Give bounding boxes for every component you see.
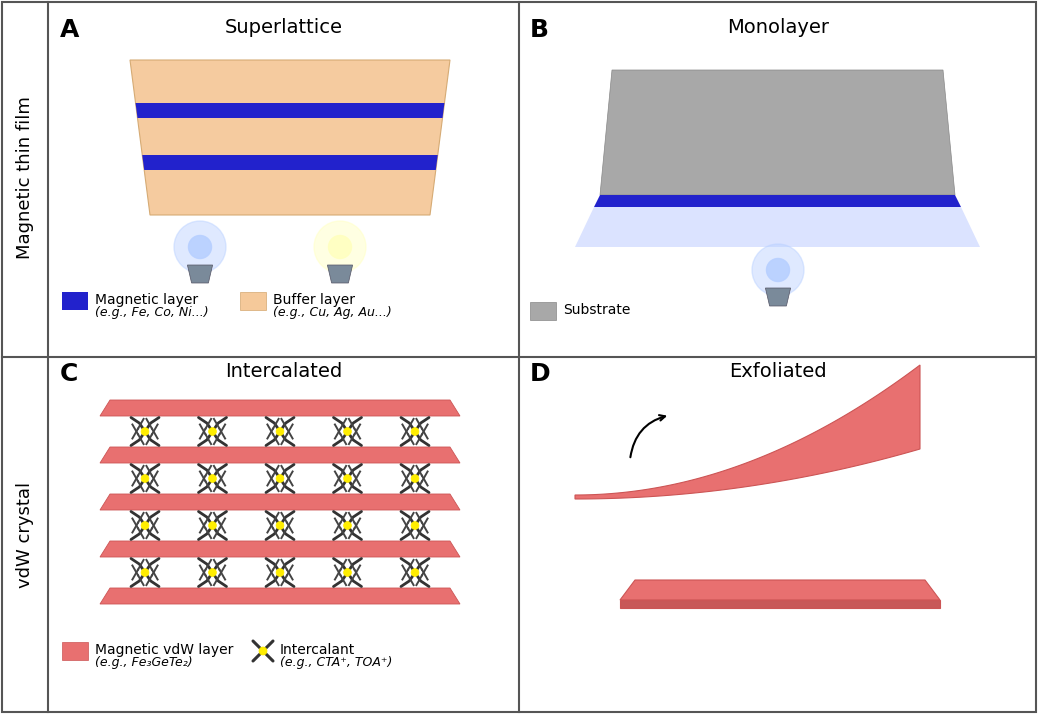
Circle shape [276,522,284,529]
Text: Magnetic thin film: Magnetic thin film [16,96,34,259]
Circle shape [411,475,419,483]
Circle shape [344,475,352,483]
Polygon shape [136,103,444,118]
Polygon shape [100,494,460,510]
Circle shape [260,647,267,655]
Text: (e.g., Cu, Ag, Au...): (e.g., Cu, Ag, Au...) [273,306,391,319]
Bar [62,292,88,310]
Polygon shape [142,155,438,170]
Circle shape [141,428,148,436]
Circle shape [276,475,284,483]
Polygon shape [620,600,940,608]
Bar [240,292,266,310]
Polygon shape [327,265,353,283]
Polygon shape [600,70,955,195]
Text: B: B [530,18,549,42]
Polygon shape [100,400,460,416]
Text: Intercalant: Intercalant [280,643,355,657]
Circle shape [174,221,226,273]
Circle shape [209,475,216,483]
Polygon shape [100,541,460,557]
Circle shape [209,428,216,436]
Circle shape [209,568,216,576]
Circle shape [344,568,352,576]
Circle shape [411,428,419,436]
Polygon shape [594,195,961,207]
Text: C: C [60,362,79,386]
Polygon shape [765,288,791,306]
Polygon shape [620,580,940,600]
Polygon shape [100,447,460,463]
Bar [62,642,88,660]
Bar [530,302,556,320]
Circle shape [189,236,212,258]
Text: vdW crystal: vdW crystal [16,482,34,588]
Polygon shape [575,365,920,499]
Text: Substrate: Substrate [563,303,630,317]
Text: Magnetic layer: Magnetic layer [95,293,198,307]
Circle shape [344,428,352,436]
Circle shape [315,221,366,273]
Polygon shape [188,265,213,283]
Text: D: D [530,362,550,386]
Circle shape [411,568,419,576]
Circle shape [752,244,804,296]
Circle shape [411,522,419,529]
Text: Exfoliated: Exfoliated [729,362,827,381]
Circle shape [276,568,284,576]
Circle shape [328,236,352,258]
Circle shape [766,258,790,281]
Circle shape [141,522,148,529]
Text: Buffer layer: Buffer layer [273,293,355,307]
Text: Monolayer: Monolayer [727,18,829,37]
Circle shape [344,522,352,529]
Circle shape [276,428,284,436]
Text: Superlattice: Superlattice [225,18,343,37]
Text: Magnetic vdW layer: Magnetic vdW layer [95,643,234,657]
Text: (e.g., CTA⁺, TOA⁺): (e.g., CTA⁺, TOA⁺) [280,656,392,669]
Polygon shape [130,60,450,215]
Text: (e.g., Fe, Co, Ni...): (e.g., Fe, Co, Ni...) [95,306,209,319]
Circle shape [141,568,148,576]
Text: Intercalated: Intercalated [225,362,343,381]
Polygon shape [679,368,920,491]
Circle shape [141,475,148,483]
Text: (e.g., Fe₃GeTe₂): (e.g., Fe₃GeTe₂) [95,656,193,669]
Circle shape [209,522,216,529]
Text: A: A [60,18,79,42]
Polygon shape [100,588,460,604]
Polygon shape [575,207,980,247]
